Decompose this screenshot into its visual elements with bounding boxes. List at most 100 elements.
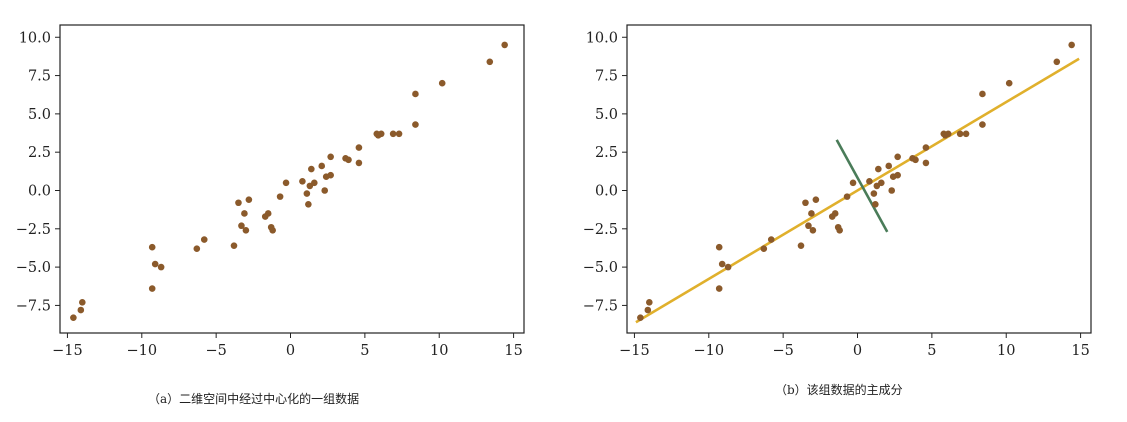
data-point xyxy=(242,227,250,234)
y-tick-label: 0.0 xyxy=(595,183,618,199)
y-tick-label: 0.0 xyxy=(28,183,51,199)
data-point xyxy=(148,285,156,292)
data-point xyxy=(872,200,879,208)
y-tick-label: 5.0 xyxy=(28,107,51,123)
data-point xyxy=(797,242,805,249)
data-point xyxy=(802,199,809,207)
data-point xyxy=(264,210,272,217)
x-tick-label: −5 xyxy=(205,343,226,359)
data-point xyxy=(808,210,815,217)
scatter-plot-b: −15 −10 −5 0 5 10 15 −7.5 −5.0 −2.5 0.0 2.5 5.0 7.5 10… xyxy=(583,24,1092,359)
data-point xyxy=(282,179,290,187)
data-point xyxy=(812,196,820,203)
data-point xyxy=(885,162,893,170)
data-point xyxy=(1068,41,1075,49)
x-tick-label: 10 xyxy=(997,343,1015,359)
data-point xyxy=(870,190,878,197)
x-tick-label: 5 xyxy=(927,343,936,359)
y-tick-label: 10.0 xyxy=(19,30,51,46)
data-point xyxy=(956,130,964,138)
data-point xyxy=(962,130,970,138)
data-point xyxy=(438,79,446,87)
data-point xyxy=(230,242,238,249)
data-point xyxy=(875,165,882,173)
y-tick-label: −7.5 xyxy=(583,298,618,314)
data-point xyxy=(979,121,986,128)
data-point xyxy=(922,159,930,167)
y-tick-label: 10.0 xyxy=(586,30,618,46)
y-tick-label: −7.5 xyxy=(16,298,51,314)
x-tick-label: 0 xyxy=(853,343,862,359)
data-point xyxy=(345,156,352,164)
y-tick-label: 7.5 xyxy=(28,69,51,85)
data-point xyxy=(412,90,419,98)
y-tick-label: −5.0 xyxy=(16,260,51,276)
plot-frame xyxy=(59,24,525,334)
data-point xyxy=(944,130,952,138)
x-tick-label: 15 xyxy=(504,343,522,359)
y-tick-label: 2.5 xyxy=(28,145,51,161)
y-tick-label: −5.0 xyxy=(583,260,618,276)
data-point xyxy=(809,227,817,234)
data-point xyxy=(644,306,652,314)
data-point xyxy=(151,260,159,268)
data-point xyxy=(849,179,857,187)
data-point xyxy=(888,187,896,194)
data-point xyxy=(1005,79,1013,87)
x-tick-label: 5 xyxy=(360,343,369,359)
data-point xyxy=(327,153,334,161)
y-tick-label: 7.5 xyxy=(595,69,618,85)
data-point xyxy=(305,200,312,208)
data-point xyxy=(321,187,329,194)
data-point xyxy=(193,245,201,253)
data-point xyxy=(767,236,775,243)
principal-component-2-line xyxy=(835,139,889,233)
x-tick-label: −10 xyxy=(693,343,724,359)
x-tick-label: 10 xyxy=(430,343,448,359)
data-point xyxy=(355,159,363,167)
x-tick-label: −15 xyxy=(619,343,650,359)
data-point xyxy=(979,90,986,98)
data-point xyxy=(308,165,315,173)
data-point xyxy=(501,41,508,49)
data-point xyxy=(637,314,644,321)
data-point xyxy=(715,285,723,292)
panel-b: −15 −10 −5 0 5 10 15 −7.5 −5.0 −2.5 0.0 2.5 5.0 7.5 10… xyxy=(565,0,1127,422)
data-point xyxy=(922,144,930,151)
data-point xyxy=(241,210,248,217)
data-point xyxy=(866,177,873,185)
y-tick-label: 2.5 xyxy=(595,145,618,161)
data-point xyxy=(238,222,245,230)
data-point xyxy=(718,260,726,268)
data-point xyxy=(318,162,326,170)
x-tick-label: −10 xyxy=(126,343,157,359)
data-point xyxy=(831,210,839,217)
data-point xyxy=(269,227,276,234)
data-point xyxy=(276,193,284,200)
x-tick-label: −15 xyxy=(52,343,83,359)
data-point xyxy=(1053,58,1061,66)
data-point xyxy=(245,196,253,203)
caption-b: （b）该组数据的主成分 xyxy=(775,383,903,397)
x-tick-label: 0 xyxy=(286,343,295,359)
data-point xyxy=(646,299,653,306)
principal-component-1-line xyxy=(635,57,1080,324)
data-point xyxy=(715,243,723,251)
plot-frame xyxy=(626,24,1092,334)
data-point xyxy=(836,227,843,234)
data-point xyxy=(412,121,419,128)
data-point xyxy=(77,306,85,314)
data-point xyxy=(157,263,165,271)
y-tick-label: −2.5 xyxy=(16,222,51,238)
data-point xyxy=(486,58,494,66)
data-point xyxy=(894,153,901,161)
data-point xyxy=(355,144,363,151)
x-tick-label: −5 xyxy=(772,343,793,359)
data-point xyxy=(327,171,334,179)
data-point xyxy=(724,263,732,271)
data-point xyxy=(395,130,403,138)
data-point xyxy=(311,179,318,187)
y-tick-label: −2.5 xyxy=(583,222,618,238)
data-point xyxy=(303,190,311,197)
data-point xyxy=(894,171,901,179)
